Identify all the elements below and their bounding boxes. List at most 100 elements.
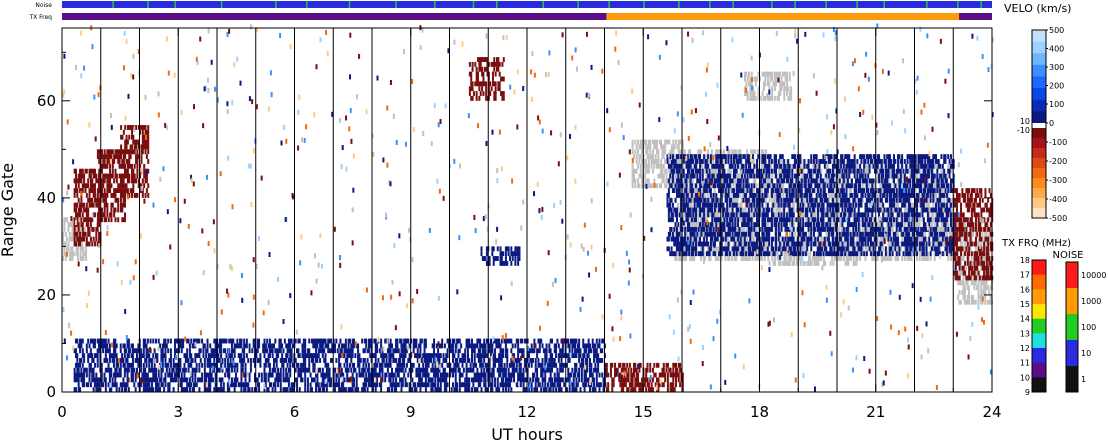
data-cell [876, 241, 879, 247]
data-cell [77, 343, 80, 349]
data-cell [980, 207, 983, 213]
data-cell [79, 168, 82, 174]
data-cell [84, 207, 87, 213]
data-cell [675, 372, 678, 378]
data-cell [123, 382, 126, 388]
data-cell [985, 207, 988, 213]
data-cell [914, 188, 917, 194]
data-cell [977, 217, 980, 223]
data-cell [683, 212, 686, 218]
data-cell [650, 387, 653, 392]
data-cell [137, 343, 140, 349]
data-cell [933, 217, 936, 223]
data-cell [751, 149, 754, 155]
data-cell [161, 343, 164, 349]
data-cell [207, 382, 210, 388]
data-cell [106, 343, 109, 349]
data-cell [951, 222, 954, 227]
data-cell [133, 139, 136, 145]
data-cell [230, 382, 233, 388]
data-cell [716, 212, 719, 218]
data-cell [149, 367, 152, 373]
data-cell [131, 377, 134, 383]
data-cell [191, 358, 194, 363]
data-cell [129, 348, 132, 354]
data-cell [68, 256, 71, 261]
data-cell [103, 358, 106, 363]
data-cell [978, 260, 981, 266]
data-cell [743, 256, 746, 261]
data-cell [651, 183, 654, 189]
data-cell [130, 367, 133, 373]
data-cell [136, 154, 139, 160]
data-cell [943, 197, 946, 203]
data-cell [89, 222, 92, 227]
data-cell [769, 251, 772, 257]
data-cell [137, 178, 140, 184]
data-cell [218, 387, 221, 392]
data-cell [129, 144, 132, 150]
data-cell [987, 226, 990, 232]
data-cell [988, 188, 991, 194]
data-cell [727, 236, 730, 242]
data-cell [228, 367, 231, 373]
data-cell [810, 260, 813, 266]
data-cell [871, 251, 874, 257]
data-cell [205, 372, 208, 378]
data-cell [965, 275, 968, 281]
data-cell [81, 382, 84, 388]
data-cell [137, 358, 140, 363]
data-cell [968, 207, 971, 213]
data-cell [79, 188, 82, 194]
data-cell [217, 358, 220, 363]
data-cell [109, 188, 112, 194]
data-cell [924, 246, 927, 252]
data-cell [909, 173, 912, 179]
data-cell [746, 236, 749, 242]
data-cell [679, 256, 682, 261]
data-cell [140, 183, 143, 189]
data-cell [613, 372, 616, 378]
data-cell [73, 193, 76, 198]
data-cell [953, 256, 956, 261]
data-cell [218, 338, 221, 344]
data-cell [619, 382, 622, 388]
data-cell [631, 372, 634, 378]
data-cell [645, 163, 648, 169]
data-cell [188, 362, 191, 368]
data-cell [475, 76, 478, 82]
data-cell [677, 362, 680, 368]
data-cell [962, 217, 965, 223]
data-cell [984, 202, 987, 208]
data-cell [973, 299, 976, 305]
data-cell [115, 154, 118, 160]
data-cell [981, 275, 984, 281]
data-cell [964, 251, 967, 257]
data-cell [214, 338, 217, 344]
data-cell [93, 188, 96, 194]
data-cell [221, 387, 224, 392]
data-cell [876, 188, 879, 194]
data-cell [949, 168, 952, 174]
data-cell [496, 61, 498, 67]
data-cell [136, 149, 139, 155]
data-cell [847, 256, 850, 261]
data-cell [985, 275, 988, 281]
data-cell [637, 163, 640, 169]
data-cell [793, 260, 796, 266]
data-cell [909, 222, 912, 227]
data-cell [740, 217, 743, 223]
data-cell [907, 256, 910, 261]
data-cell [114, 188, 117, 194]
data-cell [611, 377, 614, 383]
data-cell [691, 178, 694, 184]
data-cell [225, 367, 228, 373]
data-cell [736, 226, 739, 232]
data-cell [944, 202, 947, 208]
data-cell [89, 348, 92, 354]
data-cell [214, 362, 217, 368]
data-cell [979, 202, 982, 208]
data-cell [210, 353, 213, 359]
data-cell [966, 188, 969, 194]
data-cell [954, 256, 957, 261]
